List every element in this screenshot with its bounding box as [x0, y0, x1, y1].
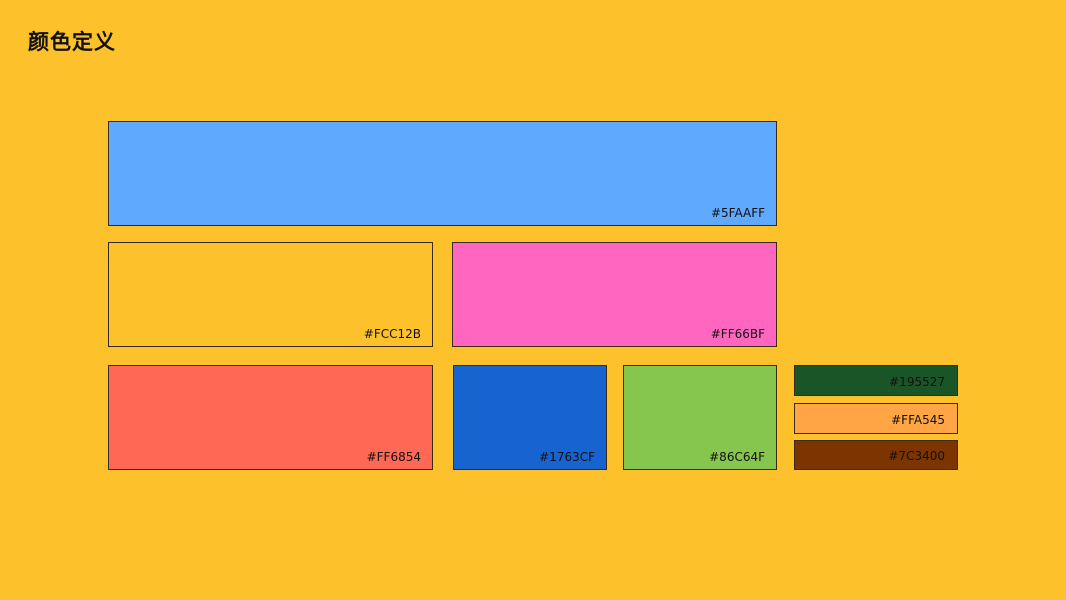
color-hex-label: #86C64F [709, 450, 765, 464]
color-hex-label: #FFA545 [891, 413, 945, 427]
color-swatch: #86C64F [623, 365, 777, 470]
color-swatch: #FF6854 [108, 365, 433, 470]
color-hex-label: #7C3400 [888, 449, 945, 463]
color-hex-label: #195527 [889, 375, 945, 389]
color-hex-label: #1763CF [539, 450, 595, 464]
color-swatch: #1763CF [453, 365, 607, 470]
color-swatch: #FCC12B [108, 242, 433, 347]
color-swatch: #FF66BF [452, 242, 777, 347]
color-swatch: #FFA545 [794, 403, 958, 434]
color-hex-label: #FF6854 [366, 450, 421, 464]
color-hex-label: #5FAAFF [710, 206, 765, 220]
color-swatch: #5FAAFF [108, 121, 777, 226]
color-hex-label: #FF66BF [710, 327, 765, 341]
color-hex-label: #FCC12B [363, 327, 421, 341]
color-swatch: #195527 [794, 365, 958, 396]
page-title: 颜色定义 [28, 30, 116, 54]
color-swatch: #7C3400 [794, 440, 958, 470]
